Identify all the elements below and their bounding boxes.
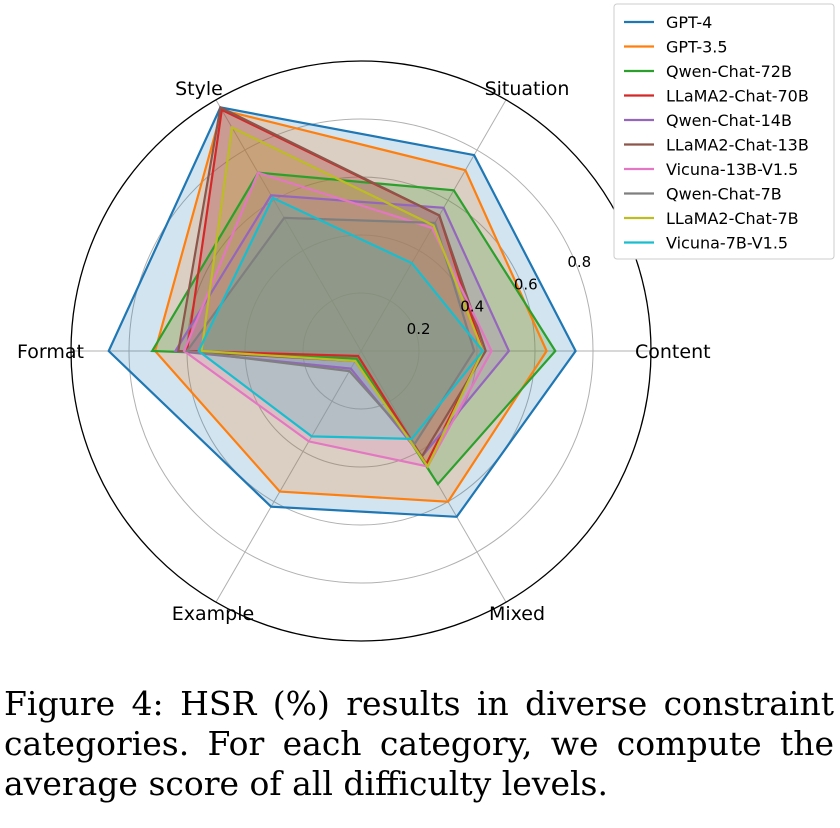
radar-chart: 0.2 0.4 0.6 0.8 Content Situation Style Format…: [17, 3, 835, 642]
grid-spoke: [215, 350, 362, 603]
axis-label-example: Example: [172, 603, 254, 625]
series-line-qwen-chat-72b: [150, 171, 557, 486]
legend-label: GPT-4: [666, 13, 712, 32]
legend-label: LLaMA2-Chat-7B: [666, 209, 799, 228]
series-fill-gpt-3-5: [155, 109, 547, 502]
legend-label: Vicuna-13B-V1.5: [666, 160, 798, 179]
series-fill-vicuna-7b-v1-5: [198, 197, 483, 439]
legend-label: Qwen-Chat-72B: [666, 62, 792, 81]
series-fill-gpt-4: [108, 107, 576, 517]
series-fill-qwen-chat-7b: [187, 217, 475, 444]
series-fill-llama2-chat-70b: [187, 109, 483, 465]
axis-label-situation: Situation: [485, 78, 570, 100]
legend-frame: [613, 3, 835, 260]
series-line-gpt-4: [107, 106, 577, 518]
series-fill-vicuna-13b-v1-5: [184, 172, 492, 467]
radar-series-fills: [108, 107, 576, 517]
axis-label-content: Content: [635, 341, 711, 363]
legend-label: LLaMA2-Chat-70B: [666, 87, 809, 106]
legend-label: Qwen-Chat-7B: [666, 185, 782, 204]
legend-label: LLaMA2-Chat-13B: [666, 136, 809, 155]
series-fill-llama2-chat-7b: [201, 127, 483, 467]
outer-frame: [70, 60, 652, 642]
tick-label: 0.4: [460, 298, 484, 316]
radar-series-lines: [107, 105, 577, 518]
legend-label: Qwen-Chat-14B: [666, 111, 792, 130]
radar-grid: [70, 60, 652, 642]
series-fill-qwen-chat-14b: [175, 195, 509, 457]
axis-label-mixed: Mixed: [489, 603, 545, 625]
legend-label: Vicuna-7B-V1.5: [666, 234, 788, 253]
category-axis-labels: Content Situation Style Format Example Mixed: [17, 78, 711, 625]
tick-label: 0.2: [407, 320, 431, 338]
axis-label-format: Format: [17, 341, 84, 363]
series-line-llama2-chat-7b: [200, 125, 484, 469]
radial-tick-labels: 0.2 0.4 0.6 0.8: [407, 253, 592, 338]
legend: GPT-4 GPT-3.5 Qwen-Chat-72B LLaMA2-Chat-70B…: [613, 3, 835, 260]
axis-label-style: Style: [175, 78, 223, 100]
tick-label: 0.8: [567, 253, 591, 271]
legend-label: GPT-3.5: [666, 38, 728, 57]
series-line-qwen-chat-7b: [185, 216, 476, 446]
grid-spoke: [215, 99, 362, 352]
figure-caption: Figure 4: HSR (%) results in diverse con…: [4, 684, 834, 803]
series-fill-llama2-chat-13b: [178, 107, 486, 457]
tick-label: 0.6: [514, 275, 538, 293]
series-line-vicuna-7b-v1-5: [197, 196, 485, 441]
